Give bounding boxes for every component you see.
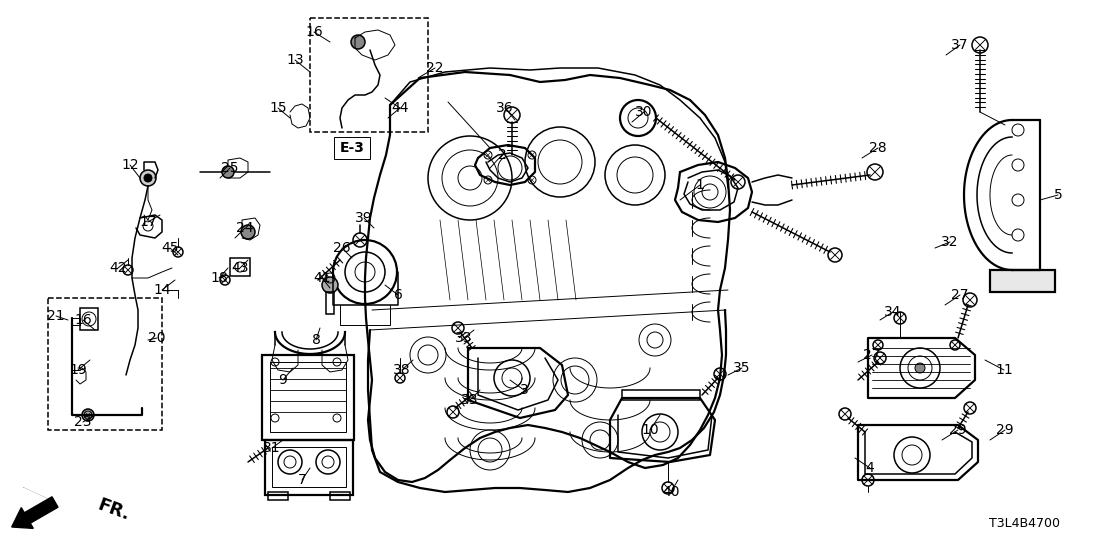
Text: 21: 21 (48, 309, 64, 323)
Text: 5: 5 (1054, 188, 1063, 202)
Text: 34: 34 (884, 305, 902, 319)
Text: 30: 30 (635, 105, 653, 119)
Text: 23: 23 (74, 415, 92, 429)
Bar (991, 270, 1055, 292)
Text: 35: 35 (733, 361, 751, 375)
Bar (270, 362, 346, 432)
Circle shape (242, 225, 255, 239)
Text: 33: 33 (455, 331, 473, 345)
Text: 39: 39 (356, 211, 372, 225)
Bar (230, 258, 250, 276)
Text: T3L4B4700: T3L4B4700 (989, 517, 1060, 530)
Bar (48, 298, 162, 430)
Text: 7: 7 (298, 473, 307, 487)
Text: 38: 38 (393, 363, 411, 377)
Text: 16: 16 (305, 25, 322, 39)
Text: E-3: E-3 (339, 141, 365, 155)
Text: 12: 12 (121, 158, 138, 172)
Text: 22: 22 (427, 61, 443, 75)
Text: 19: 19 (69, 363, 86, 377)
Text: 13: 13 (286, 53, 304, 67)
Circle shape (322, 277, 338, 293)
Bar (326, 292, 334, 314)
Text: 4: 4 (865, 461, 874, 475)
Bar (310, 18, 428, 132)
Bar (268, 492, 288, 500)
Text: 29: 29 (996, 423, 1014, 437)
Text: 18: 18 (211, 271, 228, 285)
Text: 24: 24 (236, 221, 254, 235)
Bar (265, 440, 353, 495)
Bar (334, 137, 370, 159)
Text: 31: 31 (264, 441, 280, 455)
Circle shape (144, 174, 152, 182)
Text: 45: 45 (162, 241, 178, 255)
Text: 27: 27 (863, 348, 881, 362)
Text: 8: 8 (311, 333, 320, 347)
Text: 33: 33 (461, 393, 479, 407)
Circle shape (222, 166, 234, 178)
Text: 1: 1 (696, 178, 705, 192)
Text: 36: 36 (496, 101, 514, 115)
Bar (261, 355, 353, 440)
Text: 37: 37 (952, 38, 968, 52)
Text: FR.: FR. (95, 496, 132, 524)
Text: 20: 20 (148, 331, 166, 345)
Circle shape (140, 170, 156, 186)
Text: 26: 26 (334, 241, 351, 255)
Text: 14: 14 (153, 283, 171, 297)
Text: 3: 3 (520, 383, 529, 397)
Text: 6: 6 (393, 288, 402, 302)
Text: 41: 41 (314, 271, 331, 285)
Text: 32: 32 (942, 235, 958, 249)
Text: 44: 44 (391, 101, 409, 115)
Text: 42: 42 (110, 261, 126, 275)
Circle shape (351, 35, 365, 49)
Text: 25: 25 (222, 161, 238, 175)
Text: 15: 15 (269, 101, 287, 115)
Text: 43: 43 (232, 261, 249, 275)
FancyArrow shape (12, 497, 58, 529)
Text: 16: 16 (74, 313, 92, 327)
Text: 40: 40 (663, 485, 679, 499)
Text: 2: 2 (497, 148, 506, 162)
Text: 11: 11 (995, 363, 1013, 377)
Text: 10: 10 (642, 423, 659, 437)
Bar (271, 447, 346, 487)
Text: 9: 9 (278, 373, 287, 387)
Circle shape (82, 409, 94, 421)
Bar (80, 308, 98, 330)
Text: 28: 28 (869, 141, 886, 155)
Bar (622, 390, 700, 400)
Bar (330, 492, 350, 500)
Circle shape (915, 363, 925, 373)
Text: 27: 27 (952, 288, 968, 302)
Text: 17: 17 (140, 215, 157, 229)
Text: 29: 29 (950, 423, 967, 437)
